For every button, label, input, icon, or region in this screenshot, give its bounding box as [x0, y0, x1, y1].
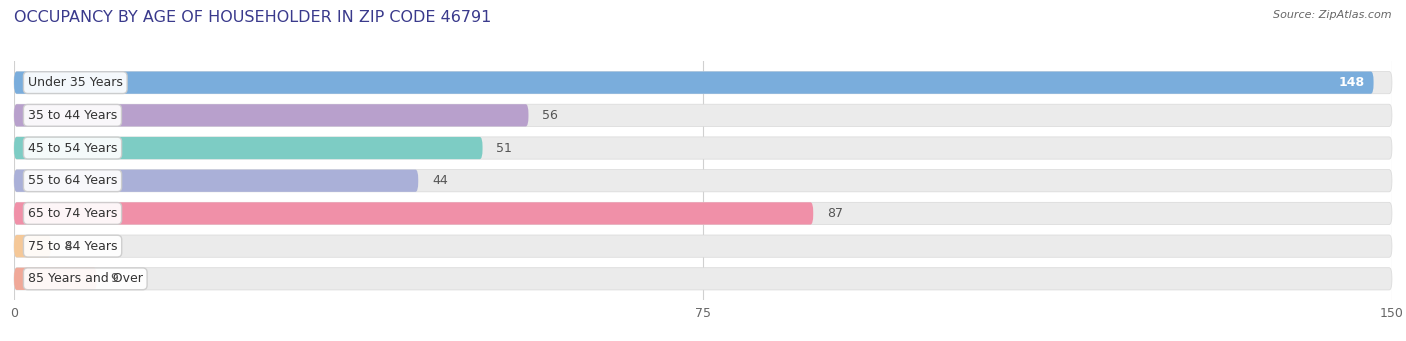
Text: 44: 44	[432, 174, 447, 187]
FancyBboxPatch shape	[14, 104, 1392, 127]
Text: 56: 56	[543, 109, 558, 122]
Text: 85 Years and Over: 85 Years and Over	[28, 272, 143, 285]
Text: 87: 87	[827, 207, 844, 220]
Text: OCCUPANCY BY AGE OF HOUSEHOLDER IN ZIP CODE 46791: OCCUPANCY BY AGE OF HOUSEHOLDER IN ZIP C…	[14, 10, 492, 25]
Text: 4: 4	[65, 240, 73, 253]
FancyBboxPatch shape	[14, 104, 529, 127]
FancyBboxPatch shape	[14, 72, 1392, 94]
Text: 35 to 44 Years: 35 to 44 Years	[28, 109, 117, 122]
FancyBboxPatch shape	[14, 169, 1392, 192]
Text: 55 to 64 Years: 55 to 64 Years	[28, 174, 117, 187]
FancyBboxPatch shape	[14, 137, 482, 159]
Text: 51: 51	[496, 142, 512, 154]
FancyBboxPatch shape	[14, 235, 51, 257]
FancyBboxPatch shape	[14, 137, 1392, 159]
FancyBboxPatch shape	[14, 169, 418, 192]
FancyBboxPatch shape	[14, 202, 813, 224]
FancyBboxPatch shape	[14, 202, 1392, 224]
FancyBboxPatch shape	[14, 72, 1374, 94]
Text: 9: 9	[111, 272, 118, 285]
FancyBboxPatch shape	[14, 235, 1392, 257]
Text: 45 to 54 Years: 45 to 54 Years	[28, 142, 117, 154]
Text: Under 35 Years: Under 35 Years	[28, 76, 122, 89]
FancyBboxPatch shape	[14, 268, 1392, 290]
Text: 65 to 74 Years: 65 to 74 Years	[28, 207, 117, 220]
FancyBboxPatch shape	[14, 268, 97, 290]
Text: 75 to 84 Years: 75 to 84 Years	[28, 240, 117, 253]
Text: Source: ZipAtlas.com: Source: ZipAtlas.com	[1274, 10, 1392, 20]
Text: 148: 148	[1339, 76, 1364, 89]
